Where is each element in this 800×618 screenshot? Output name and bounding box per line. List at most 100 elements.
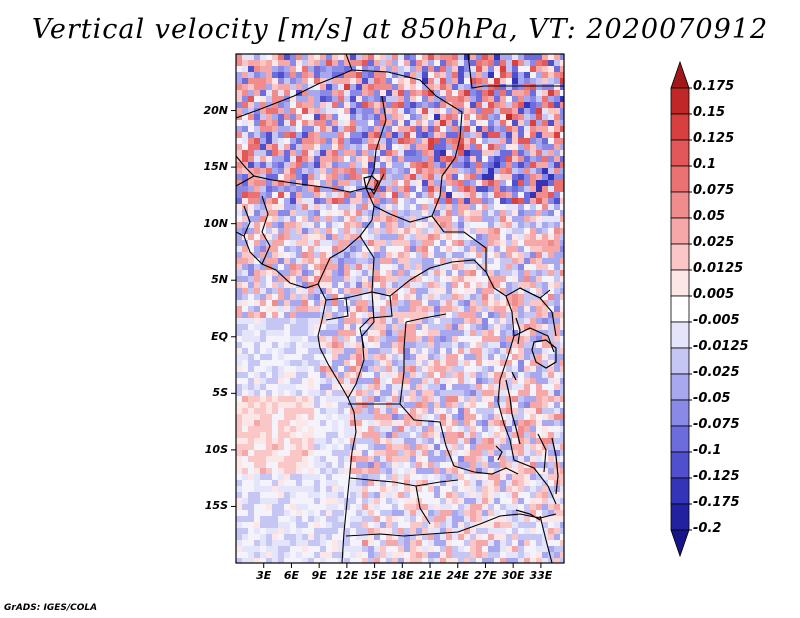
field-cell [554, 366, 560, 372]
field-cell [392, 444, 398, 450]
field-cell [296, 156, 302, 162]
field-cell [314, 180, 320, 186]
field-cell [458, 306, 464, 312]
field-cell [542, 318, 548, 324]
field-cell [554, 204, 560, 210]
field-cell [554, 270, 560, 276]
field-cell [542, 168, 548, 174]
field-cell [254, 288, 260, 294]
field-cell [290, 504, 296, 510]
field-cell [410, 186, 416, 192]
field-cell [374, 312, 380, 318]
field-cell [428, 138, 434, 144]
field-cell [236, 222, 242, 228]
field-cell [494, 528, 500, 534]
field-cell [314, 210, 320, 216]
field-cell [440, 186, 446, 192]
field-cell [386, 426, 392, 432]
field-cell [242, 282, 248, 288]
field-cell [452, 282, 458, 288]
field-cell [554, 354, 560, 360]
field-cell [302, 366, 308, 372]
field-cell [518, 384, 524, 390]
field-cell [542, 498, 548, 504]
field-cell [398, 168, 404, 174]
field-cell [404, 132, 410, 138]
field-cell [374, 492, 380, 498]
field-cell [452, 186, 458, 192]
field-cell [434, 162, 440, 168]
field-cell [326, 486, 332, 492]
field-cell [548, 318, 554, 324]
field-cell [482, 54, 488, 60]
field-cell [548, 90, 554, 96]
field-cell [554, 402, 560, 408]
field-cell [272, 228, 278, 234]
field-cell [296, 366, 302, 372]
field-cell [446, 150, 452, 156]
field-cell [320, 228, 326, 234]
field-cell [410, 540, 416, 546]
field-cell [542, 234, 548, 240]
field-cell [290, 534, 296, 540]
field-cell [530, 468, 536, 474]
field-cell [332, 336, 338, 342]
field-cell [284, 168, 290, 174]
field-cell [440, 282, 446, 288]
field-cell [494, 378, 500, 384]
field-cell [248, 510, 254, 516]
field-cell [488, 162, 494, 168]
field-cell [458, 396, 464, 402]
field-cell [548, 498, 554, 504]
field-cell [476, 384, 482, 390]
field-cell [410, 174, 416, 180]
field-cell [338, 270, 344, 276]
field-cell [344, 318, 350, 324]
field-cell [428, 510, 434, 516]
field-cell [392, 132, 398, 138]
field-cell [392, 504, 398, 510]
field-cell [506, 240, 512, 246]
field-cell [440, 396, 446, 402]
field-cell [236, 288, 242, 294]
field-cell [350, 216, 356, 222]
field-cell [296, 450, 302, 456]
field-cell [332, 486, 338, 492]
field-cell [470, 318, 476, 324]
field-cell [446, 96, 452, 102]
field-cell [266, 198, 272, 204]
field-cell [356, 282, 362, 288]
field-cell [548, 186, 554, 192]
field-cell [272, 300, 278, 306]
field-cell [380, 486, 386, 492]
field-cell [524, 84, 530, 90]
field-cell [458, 402, 464, 408]
field-cell [344, 228, 350, 234]
field-cell [356, 552, 362, 558]
field-cell [398, 378, 404, 384]
field-cell [290, 360, 296, 366]
field-cell [308, 192, 314, 198]
field-cell [530, 114, 536, 120]
field-cell [290, 414, 296, 420]
field-cell [392, 336, 398, 342]
field-cell [488, 558, 494, 563]
field-cell [278, 60, 284, 66]
field-cell [410, 60, 416, 66]
field-cell [440, 546, 446, 552]
field-cell [482, 468, 488, 474]
field-cell [374, 462, 380, 468]
field-cell [314, 240, 320, 246]
field-cell [254, 426, 260, 432]
field-cell [506, 282, 512, 288]
field-cell [554, 306, 560, 312]
field-cell [266, 378, 272, 384]
field-cell [236, 540, 242, 546]
field-cell [326, 120, 332, 126]
field-cell [476, 462, 482, 468]
field-cell [476, 192, 482, 198]
field-cell [392, 516, 398, 522]
field-cell [260, 276, 266, 282]
field-cell [404, 270, 410, 276]
field-cell [416, 240, 422, 246]
